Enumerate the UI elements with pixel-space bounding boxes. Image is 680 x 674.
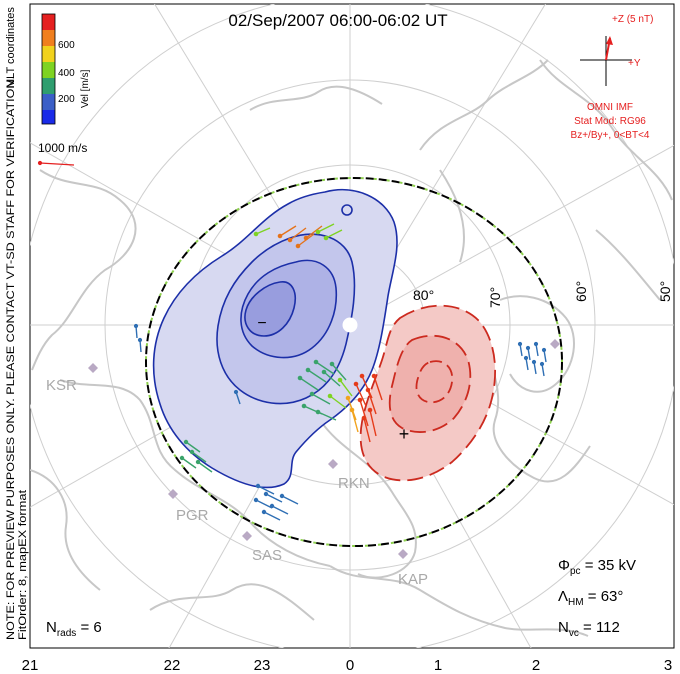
map-title: 02/Sep/2007 06:00-06:02 UT bbox=[228, 11, 447, 30]
fit-order-note: FitOrder: 8, mapEX format bbox=[17, 490, 29, 640]
colorbar-tick-600: 600 bbox=[58, 40, 75, 51]
station-label-ksr: KSR bbox=[46, 377, 77, 394]
mlt-tick-22: 22 bbox=[164, 657, 181, 674]
latitude-label-60: 60° bbox=[573, 281, 589, 302]
imf-y-label: +Y bbox=[628, 58, 641, 69]
velocity-colorbar bbox=[41, 13, 56, 125]
station-markers bbox=[88, 339, 560, 559]
mlt-tick-0: 0 bbox=[346, 657, 354, 674]
imf-condition: Bz+/By+, 0<BT<4 bbox=[571, 130, 650, 141]
mlt-tick-23: 23 bbox=[254, 657, 271, 674]
mlt-tick-3: 3 bbox=[664, 657, 672, 674]
station-label-pgr: PGR bbox=[176, 507, 209, 524]
imf-clock-dial bbox=[580, 36, 632, 86]
latitude-label-50: 50° bbox=[657, 281, 673, 302]
station-label-kap: KAP bbox=[398, 571, 428, 588]
coordinate-system-label: MLT coordinates bbox=[5, 7, 17, 88]
mlt-tick-2: 2 bbox=[532, 657, 540, 674]
velocity-vectors bbox=[133, 223, 547, 521]
heppner-maynard-boundary bbox=[145, 177, 563, 547]
mlt-tick-21: 21 bbox=[22, 657, 39, 674]
mlt-tick-1: 1 bbox=[434, 657, 442, 674]
negative-potential-cell bbox=[152, 188, 398, 489]
potential-maximum-marker: + bbox=[399, 424, 410, 444]
latitude-label-70: 70° bbox=[487, 287, 503, 308]
velocity-scale-label: 1000 m/s bbox=[38, 141, 87, 155]
station-label-sas: SAS bbox=[252, 547, 282, 564]
preview-note: NOTE: FOR PREVIEW PURPOSES ONLY. PLEASE … bbox=[5, 76, 17, 640]
imf-title: OMNI IMF bbox=[587, 102, 633, 113]
colorbar-tick-200: 200 bbox=[58, 94, 75, 105]
positive-potential-cell bbox=[359, 304, 496, 482]
velocity-scale-vector bbox=[37, 160, 75, 166]
station-label-rkn: RKN bbox=[338, 475, 370, 492]
colorbar-unit-label: Vel [m/s] bbox=[80, 69, 91, 108]
imf-z-label: +Z (5 nT) bbox=[612, 14, 653, 25]
potential-minimum-marker: − bbox=[257, 315, 266, 332]
imf-stat-model: Stat Mod: RG96 bbox=[574, 116, 646, 127]
latitude-label-80: 80° bbox=[413, 287, 434, 303]
pole-marker bbox=[342, 317, 358, 333]
colorbar-tick-400: 400 bbox=[58, 68, 75, 79]
